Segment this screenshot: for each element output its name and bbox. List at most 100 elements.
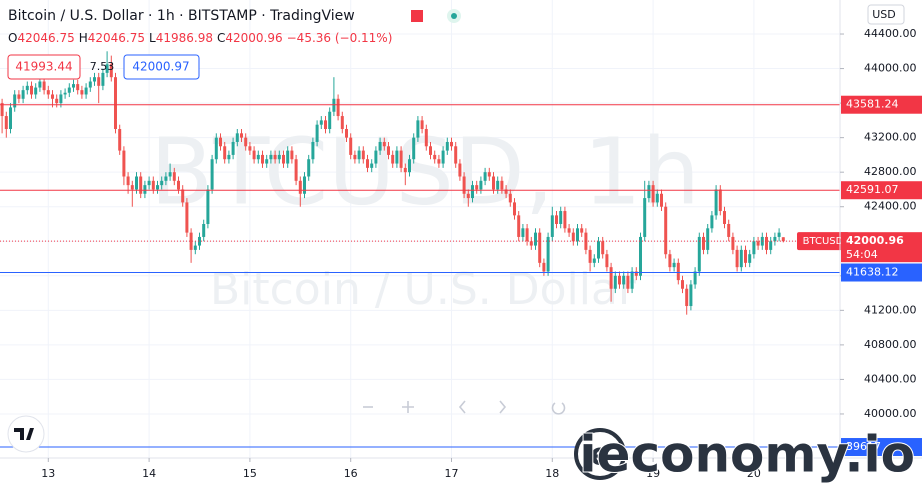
candle-body [147, 180, 151, 186]
currency-button[interactable]: USD [867, 4, 905, 25]
candle-body [298, 180, 302, 194]
scroll-left[interactable] [458, 400, 466, 414]
candle-body [294, 159, 298, 181]
flag-icon[interactable] [411, 10, 423, 22]
candle-body [433, 154, 437, 160]
nav-controls [363, 400, 566, 415]
candle-body [429, 146, 432, 155]
candle-body [109, 64, 113, 78]
candle-body [496, 180, 500, 190]
level-tag [841, 181, 922, 200]
candle-body [769, 241, 773, 250]
spread: 7.53 [90, 60, 115, 73]
countdown: 54:04 [846, 248, 878, 261]
candle-body [399, 150, 403, 168]
candle-body [609, 267, 613, 289]
candle-body [643, 198, 647, 237]
candle-body [618, 275, 621, 285]
candle-body [752, 241, 756, 255]
zoom-in[interactable] [402, 401, 414, 413]
candle-body [206, 189, 210, 224]
candle-body [46, 90, 50, 95]
candle-body [349, 137, 353, 155]
candle-body [21, 90, 25, 99]
candle-body [177, 180, 180, 190]
sell-button[interactable] [7, 54, 81, 80]
candle-body [227, 154, 231, 160]
branding: e ieconomy.io [574, 425, 916, 485]
candle-body [773, 236, 777, 242]
candle-body [210, 159, 214, 190]
candle-body [718, 189, 722, 212]
candle-body [706, 228, 710, 250]
candle-body [42, 81, 46, 91]
candle-body [681, 280, 684, 289]
buy-price[interactable]: 42000.97 [132, 60, 189, 74]
candle-body [240, 133, 243, 138]
grid [0, 0, 840, 458]
candle-body [626, 275, 630, 289]
candle-body [244, 137, 248, 147]
y-tick-label: 42400.00 [864, 200, 917, 213]
candle-body [151, 180, 155, 190]
candle-body [546, 236, 550, 272]
candle-body [685, 288, 689, 307]
candle-body [630, 271, 634, 289]
buy-button[interactable] [123, 54, 200, 80]
candle-body [727, 223, 731, 237]
x-tick-label: 18 [545, 467, 559, 480]
last-price-tag [841, 232, 922, 263]
symbol-title: Bitcoin / U.S. Dollar · 1h · BITSTAMP · … [8, 8, 355, 24]
candle-body [592, 258, 596, 263]
status-dot [451, 13, 457, 19]
candle-body [500, 180, 504, 190]
candle-body [504, 189, 508, 194]
candle-body [319, 120, 323, 125]
x-tick-label: 13 [41, 467, 55, 480]
reset[interactable] [551, 402, 566, 415]
candle-body [63, 92, 67, 95]
candle-body [483, 172, 487, 181]
candle-body [315, 124, 319, 142]
candle-body [395, 150, 399, 164]
candle-body [25, 85, 29, 91]
candle-body [664, 206, 668, 255]
currency-box[interactable] [867, 4, 905, 25]
candle-body [550, 215, 554, 237]
candle-body [672, 262, 676, 268]
candle-body [303, 176, 306, 194]
candle-body [72, 84, 75, 88]
y-tick-label: 43200.00 [864, 131, 917, 144]
brand-letter: e [590, 438, 610, 473]
candle-body [458, 163, 462, 177]
candle-body [454, 146, 458, 164]
y-tick-label: 42800.00 [864, 165, 917, 178]
candle-body [492, 176, 495, 190]
candle-body [408, 159, 411, 173]
candle-body [9, 107, 12, 130]
level-tag [841, 95, 922, 114]
candle-body [345, 129, 348, 138]
scroll-right[interactable] [499, 400, 507, 414]
candle-body [252, 150, 256, 160]
sell-price[interactable]: 41993.44 [15, 60, 72, 74]
candle-body [265, 159, 269, 164]
candle-body [639, 236, 642, 276]
candle-body [160, 180, 164, 186]
candle-body [290, 150, 294, 160]
header: Bitcoin / U.S. Dollar · 1h · BITSTAMP · … [8, 8, 461, 45]
ohlc-value: 42000.96 [225, 31, 282, 45]
brand-ring [574, 428, 626, 480]
candle-body [282, 154, 285, 164]
candle-body [76, 84, 80, 91]
candle-body [235, 133, 239, 142]
candle-body [622, 275, 626, 285]
candle-body [185, 202, 189, 233]
candle-body [139, 176, 143, 194]
candle-body [777, 232, 781, 237]
currency-label[interactable]: USD [872, 8, 896, 21]
ohlc-change: −45.36 (−0.11%) [287, 31, 393, 45]
candle-body [59, 94, 63, 104]
candle-body [156, 185, 159, 190]
candle-body [613, 275, 617, 289]
